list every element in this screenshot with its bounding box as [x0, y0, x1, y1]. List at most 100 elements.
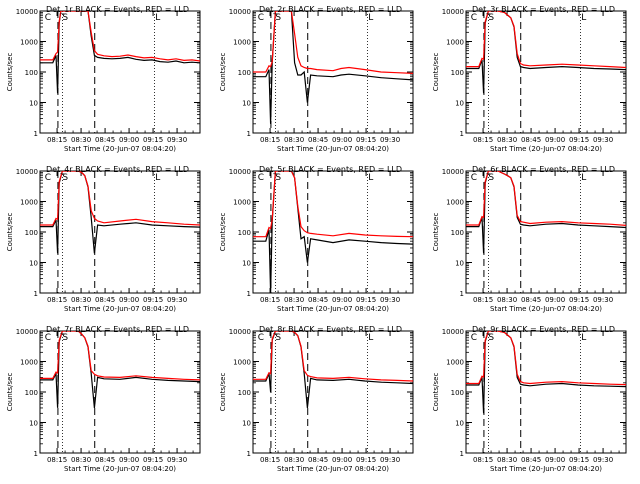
series-line-events	[466, 171, 626, 254]
top-marker-s: S	[488, 333, 494, 343]
x-tick-label: 09:00	[545, 136, 565, 144]
top-marker-l: L	[368, 13, 373, 23]
y-tick-label: 1	[247, 450, 251, 458]
y-axis-label: Counts/sec	[432, 373, 440, 412]
panel-title: Det_6r BLACK = Events, RED = LLD	[472, 165, 615, 174]
y-tick-label: 10	[29, 260, 38, 268]
x-axis-label: Start Time (20-Jun-07 08:04:20)	[277, 305, 389, 313]
x-axis-label: Start Time (20-Jun-07 08:04:20)	[64, 305, 176, 313]
x-tick-label: 08:30	[284, 456, 304, 464]
top-marker-l: L	[581, 333, 586, 343]
x-tick-label: 08:45	[308, 136, 328, 144]
top-marker-s: S	[62, 13, 68, 23]
top-marker-s: S	[275, 173, 281, 183]
y-tick-label: 1000	[20, 359, 38, 367]
y-tick-label: 1000	[446, 199, 464, 207]
series-line-lld	[466, 171, 626, 226]
y-tick-label: 1000	[446, 359, 464, 367]
y-tick-label: 1	[34, 130, 38, 138]
y-tick-label: 100	[238, 229, 251, 237]
y-tick-label: 100	[451, 389, 464, 397]
x-tick-label: 09:00	[119, 136, 139, 144]
detector-panel-3: 1 10 100 1000 10000 08:15 08:30 08:45 09:00 09:15…	[432, 5, 627, 153]
y-tick-label: 1	[247, 130, 251, 138]
series-line-events	[40, 11, 200, 94]
y-tick-label: 1	[34, 450, 38, 458]
y-tick-label: 10000	[16, 328, 38, 336]
x-tick-label: 08:30	[284, 136, 304, 144]
y-tick-label: 1	[247, 290, 251, 298]
y-tick-label: 100	[25, 229, 38, 237]
series-line-events	[40, 171, 200, 254]
panel-title: Det_7r BLACK = Events, RED = LLD	[46, 325, 189, 334]
series-line-events	[253, 11, 413, 124]
x-axis-label: Start Time (20-Jun-07 08:04:20)	[490, 145, 602, 153]
x-tick-label: 08:45	[95, 136, 115, 144]
x-tick-label: 08:30	[497, 136, 517, 144]
y-tick-label: 1000	[20, 199, 38, 207]
x-tick-label: 08:15	[473, 136, 493, 144]
top-marker-s: S	[275, 13, 281, 23]
x-tick-label: 08:15	[47, 296, 67, 304]
x-tick-label: 08:45	[95, 456, 115, 464]
y-tick-label: 100	[451, 229, 464, 237]
y-tick-label: 10	[242, 420, 251, 428]
x-tick-label: 09:30	[167, 456, 187, 464]
y-tick-label: 10000	[229, 168, 251, 176]
plot-frame	[252, 170, 414, 294]
y-tick-label: 100	[25, 389, 38, 397]
series-line-lld	[466, 11, 626, 69]
x-tick-label: 09:00	[545, 456, 565, 464]
detector-panel-7: 1 10 100 1000 10000 08:15 08:30 08:45 09:00 09:15…	[6, 325, 201, 473]
x-tick-label: 09:30	[380, 456, 400, 464]
panel-title: Det_1r BLACK = Events, RED = LLD	[46, 5, 189, 14]
y-axis-label: Counts/sec	[432, 213, 440, 252]
x-tick-label: 09:15	[569, 296, 589, 304]
x-tick-label: 09:15	[143, 456, 163, 464]
x-tick-label: 08:30	[71, 136, 91, 144]
y-tick-label: 1000	[233, 199, 251, 207]
x-tick-label: 08:15	[260, 456, 280, 464]
x-tick-label: 08:30	[71, 456, 91, 464]
y-tick-label: 100	[238, 69, 251, 77]
series-line-events	[466, 331, 626, 414]
y-tick-label: 10	[29, 100, 38, 108]
detector-panel-1: 1 10 100 1000 10000 08:15 08:30 08:45 09:00 09:15…	[6, 5, 201, 153]
top-marker-s: S	[275, 333, 281, 343]
y-tick-label: 10000	[16, 8, 38, 16]
series-line-events	[466, 11, 626, 94]
top-marker-s: S	[488, 13, 494, 23]
x-axis-label: Start Time (20-Jun-07 08:04:20)	[277, 465, 389, 473]
detector-panel-6: 1 10 100 1000 10000 08:15 08:30 08:45 09:00 09:15…	[432, 165, 627, 313]
series-line-lld	[253, 11, 413, 74]
x-tick-label: 08:30	[284, 296, 304, 304]
x-tick-label: 08:45	[95, 296, 115, 304]
top-marker-l: L	[368, 173, 373, 183]
x-tick-label: 08:30	[497, 296, 517, 304]
x-axis-label: Start Time (20-Jun-07 08:04:20)	[277, 145, 389, 153]
y-tick-label: 1000	[233, 39, 251, 47]
y-tick-label: 100	[451, 69, 464, 77]
plot-frame	[39, 10, 201, 134]
x-tick-label: 09:00	[119, 296, 139, 304]
panel-title: Det_4r BLACK = Events, RED = LLD	[46, 165, 189, 174]
x-tick-label: 09:30	[380, 136, 400, 144]
y-tick-label: 10000	[442, 328, 464, 336]
top-marker-c: C	[258, 333, 264, 343]
x-tick-label: 09:00	[332, 136, 352, 144]
y-axis-label: Counts/sec	[6, 373, 14, 412]
x-tick-label: 08:45	[521, 296, 541, 304]
y-tick-label: 100	[238, 389, 251, 397]
top-marker-c: C	[45, 173, 51, 183]
series-line-lld	[40, 171, 200, 226]
y-axis-label: Counts/sec	[219, 373, 227, 412]
x-tick-label: 08:45	[308, 456, 328, 464]
y-axis-label: Counts/sec	[219, 53, 227, 92]
x-tick-label: 09:30	[593, 456, 613, 464]
y-tick-label: 10000	[229, 328, 251, 336]
x-tick-label: 09:15	[356, 136, 376, 144]
x-tick-label: 08:15	[47, 456, 67, 464]
y-tick-label: 100	[25, 69, 38, 77]
